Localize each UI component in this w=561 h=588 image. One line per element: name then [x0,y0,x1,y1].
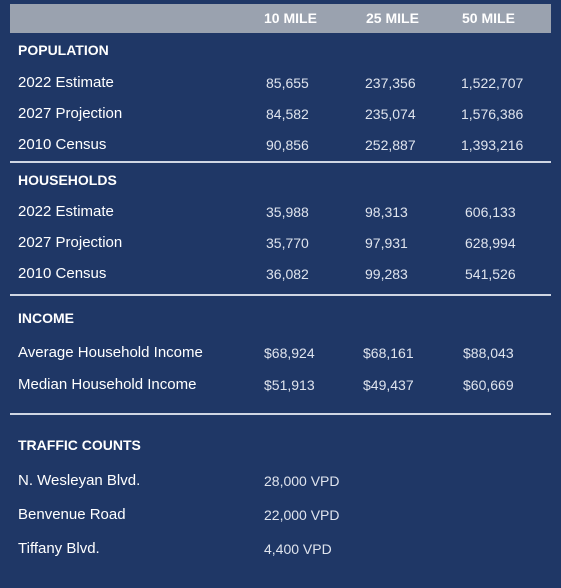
section-title-population: POPULATION [18,42,109,58]
traffic-value: 4,400 VPD [264,541,332,557]
row-label: 2027 Projection [18,234,123,251]
value-10-mile: 85,655 [266,75,309,91]
value-10-mile: 35,770 [266,235,309,251]
header-25-mile: 25 MILE [366,10,419,26]
value-25-mile: 99,283 [365,266,408,282]
row-label: 2010 Census [18,265,107,282]
value-25-mile: 98,313 [365,204,408,220]
section-divider [10,413,551,415]
section-title-traffic-counts: TRAFFIC COUNTS [18,437,141,453]
row-label: 2022 Estimate [18,74,114,91]
value-50-mile: 1,393,216 [461,137,524,153]
row-label: Benvenue Road [18,506,126,523]
traffic-value: 22,000 VPD [264,507,340,523]
header-10-mile: 10 MILE [264,10,317,26]
value-50-mile: 606,133 [465,204,516,220]
value-10-mile: 36,082 [266,266,309,282]
section-title-households: HOUSEHOLDS [18,172,117,188]
value-25-mile: $49,437 [363,377,414,393]
value-50-mile: 628,994 [465,235,516,251]
traffic-value: 28,000 VPD [264,473,340,489]
row-label: 2027 Projection [18,105,123,122]
value-50-mile: $88,043 [463,345,514,361]
value-50-mile: 1,522,707 [461,75,524,91]
column-header-bar [10,4,551,33]
value-25-mile: 97,931 [365,235,408,251]
value-50-mile: 1,576,386 [461,106,524,122]
value-10-mile: $68,924 [264,345,315,361]
row-label: 2010 Census [18,136,107,153]
value-25-mile: 237,356 [365,75,416,91]
header-50-mile: 50 MILE [462,10,515,26]
section-title-income: INCOME [18,310,74,326]
value-10-mile: 84,582 [266,106,309,122]
row-label: Tiffany Blvd. [18,540,100,557]
row-label: Median Household Income [18,376,197,393]
value-25-mile: 252,887 [365,137,416,153]
value-50-mile: 541,526 [465,266,516,282]
value-25-mile: 235,074 [365,106,416,122]
value-25-mile: $68,161 [363,345,414,361]
row-label: Average Household Income [18,344,203,361]
row-label: 2022 Estimate [18,203,114,220]
value-10-mile: 90,856 [266,137,309,153]
row-label: N. Wesleyan Blvd. [18,472,141,489]
section-divider [10,161,551,163]
section-divider [10,294,551,296]
value-10-mile: $51,913 [264,377,315,393]
value-10-mile: 35,988 [266,204,309,220]
value-50-mile: $60,669 [463,377,514,393]
